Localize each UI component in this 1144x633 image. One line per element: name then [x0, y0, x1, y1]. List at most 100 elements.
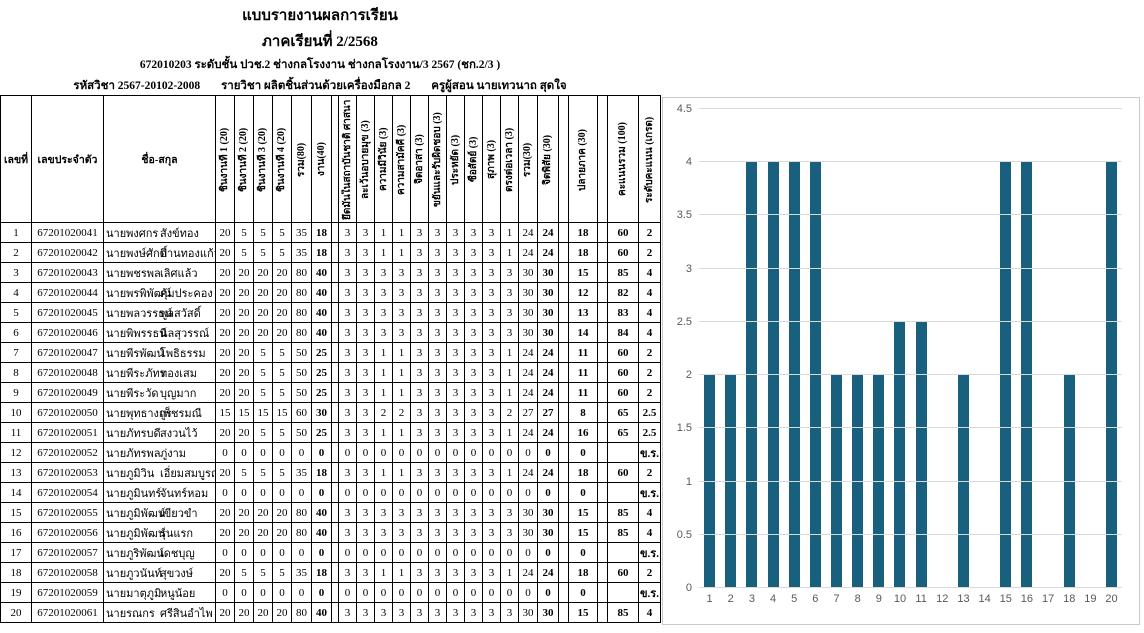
score-cell: 3	[428, 562, 447, 583]
score-cell: 85	[607, 262, 639, 283]
score-cell: 0	[482, 482, 501, 503]
student-row: 8 67201020048 นายพีระภัทร ทองเสม 20 20 5 5 50 25 3…	[0, 362, 661, 383]
student-row: 6 67201020046 นายพิพรรธน์ นิลสุวรรณ์ 20 20 20 2…	[0, 322, 661, 343]
bar-slot	[1101, 109, 1122, 588]
cell-empty	[597, 442, 608, 463]
score-cell: 0	[446, 442, 465, 463]
y-axis-label: 1	[685, 475, 692, 488]
last-name: บุญมาก	[160, 387, 197, 400]
bar-slot	[784, 109, 805, 588]
first-name: นายภูวนันท์	[106, 567, 162, 580]
cell-number: 1	[0, 222, 32, 243]
last-name: คุ้มประคอง	[160, 287, 213, 300]
report-title: แบบรายงานผลการเรียน	[242, 8, 398, 24]
score-cell: 3	[338, 262, 357, 283]
score-cell: 12	[568, 282, 598, 303]
score-cell: 0	[568, 582, 598, 603]
score-cell: 0	[500, 482, 519, 503]
score-cell: 24	[518, 342, 538, 363]
score-cell: 3	[356, 322, 375, 343]
student-row: 10 67201020050 นายพุทธางกูร เพ็ชรมณี 15 15 15 1…	[0, 402, 661, 423]
cell-empty	[597, 402, 608, 423]
score-cell: 3	[428, 382, 447, 403]
score-cell: 15	[568, 502, 598, 523]
score-cell: 30	[537, 502, 559, 523]
cell-number: 19	[0, 582, 32, 603]
score-cell: 18	[568, 562, 598, 583]
last-name: พูลสวัสดิ์	[160, 307, 201, 320]
score-cell: 5	[253, 562, 273, 583]
score-cell: 3	[482, 522, 501, 543]
score-cell: 3	[374, 282, 393, 303]
cell-name: นายภูมินทร์ จันทร์หอม	[103, 482, 216, 503]
score-cell: 5	[234, 462, 254, 483]
score-cell: 0	[410, 542, 429, 563]
cell-name: นายพรพิพัฒน์ คุ้มประคอง	[103, 282, 216, 303]
score-cell: 25	[311, 362, 332, 383]
cell-empty	[331, 322, 339, 343]
score-cell: 3	[392, 602, 411, 623]
score-cell: 20	[234, 302, 254, 323]
score-cell: 0	[464, 542, 483, 563]
cell-name: นายพงศกร สังข์ทอง	[103, 222, 216, 243]
score-cell: 0	[272, 542, 292, 563]
score-cell: 3	[356, 222, 375, 243]
cell-empty	[558, 382, 569, 403]
cell-student-id: 67201020052	[31, 442, 104, 463]
cell-number: 3	[0, 262, 32, 283]
score-cell: 20	[272, 262, 292, 283]
score-cell: 5	[272, 222, 292, 243]
cell-empty	[331, 362, 339, 383]
x-axis-label: 16	[1020, 593, 1034, 605]
score-cell: 3	[482, 502, 501, 523]
score-cell: 0	[272, 482, 292, 503]
score-cell: 65	[607, 422, 639, 443]
score-cell: 0	[356, 482, 375, 503]
score-cell: 3	[482, 422, 501, 443]
score-cell: 3	[464, 422, 483, 443]
cell-student-id: 67201020042	[31, 242, 104, 263]
score-cell: 8	[568, 402, 598, 423]
score-cell: 0	[392, 542, 411, 563]
score-cell: 0	[215, 582, 235, 603]
score-cell: 3	[464, 462, 483, 483]
cell-student-id: 67201020049	[31, 382, 104, 403]
score-cell: 3	[428, 462, 447, 483]
chart-plot-area: 1 2 3 4 5 6 7 8 9 10 11 12 13 14 15 16 17 18 19 20 0 0.5 1 1.5…	[677, 103, 1122, 605]
score-cell: 40	[311, 262, 332, 283]
score-cell: 1	[500, 462, 519, 483]
cell-empty	[597, 362, 608, 383]
cell-empty	[558, 282, 569, 303]
score-cell: 3	[428, 262, 447, 283]
score-cell: 20	[215, 242, 235, 263]
score-cell: 5	[253, 342, 273, 363]
first-name: นายภูมิพัฒน์	[106, 507, 166, 520]
score-cell: 3	[410, 302, 429, 323]
score-cell: 0	[291, 582, 312, 603]
score-cell: 0	[234, 542, 254, 563]
x-axis-label: 12	[936, 593, 949, 605]
score-cell: 0	[338, 482, 357, 503]
score-cell: 3	[482, 282, 501, 303]
score-cell: 5	[234, 562, 254, 583]
score-cell: 20	[215, 602, 235, 623]
score-cell: 18	[311, 222, 332, 243]
score-cell: 1	[374, 242, 393, 263]
score-cell: 3	[482, 342, 501, 363]
score-cell: 5	[253, 382, 273, 403]
cell-empty	[597, 302, 608, 323]
x-axis-label: 9	[875, 593, 882, 605]
cell-empty	[331, 462, 339, 483]
first-name: นายพุทธางกูร	[106, 407, 172, 420]
score-cell: 3	[446, 562, 465, 583]
score-cell: 60	[607, 362, 639, 383]
score-cell: 1	[392, 382, 411, 403]
score-cell: 2	[638, 562, 661, 583]
score-cell: 27	[518, 402, 538, 423]
column-header: ระดับคะแนน (เกรด)	[638, 95, 661, 223]
score-cell: 3	[428, 602, 447, 623]
column-header: ชิ้นงานที่ 4 (20)	[272, 95, 292, 223]
score-cell: 20	[272, 302, 292, 323]
score-cell: 20	[215, 502, 235, 523]
first-name: นายรณกร	[106, 607, 155, 620]
